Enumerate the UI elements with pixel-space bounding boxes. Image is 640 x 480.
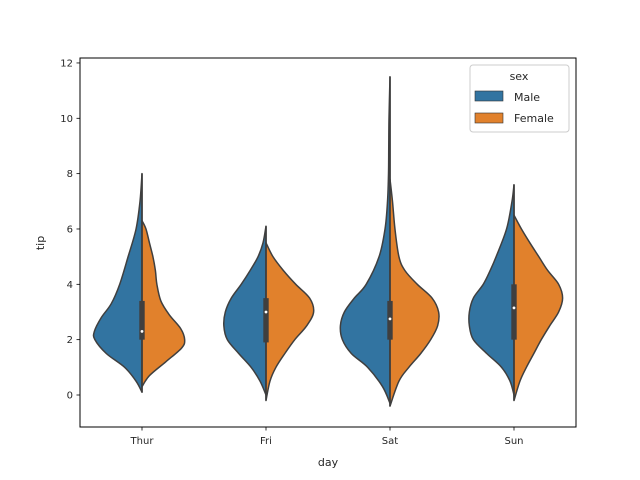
violin-female-fri	[265, 242, 315, 402]
y-axis: 0 2 4 6 8 10 12	[60, 58, 80, 402]
y-tick-label: 2	[67, 335, 73, 346]
legend-swatch-male	[474, 90, 504, 102]
x-tick-label: Thur	[130, 436, 155, 447]
violin-female-sun	[513, 214, 564, 402]
violin-male-thur	[92, 172, 143, 393]
y-tick-label: 4	[67, 280, 73, 291]
legend-title: sex	[510, 70, 529, 83]
violins-layer	[92, 76, 564, 407]
iqr-box-fri	[263, 298, 269, 343]
x-axis: Thur Fri Sat Sun	[130, 427, 524, 447]
inner-boxes-layer	[139, 76, 517, 407]
x-axis-label: day	[318, 456, 339, 469]
legend-label-female: Female	[514, 112, 554, 125]
legend-swatch-female	[474, 112, 504, 124]
y-tick-label: 10	[60, 114, 73, 125]
legend-label-male: Male	[514, 91, 540, 104]
x-tick-label: Fri	[260, 436, 272, 447]
iqr-box-thur	[139, 300, 145, 340]
x-tick-label: Sun	[504, 436, 523, 447]
legend: sex Male Female	[469, 64, 570, 133]
violin-male-fri	[223, 225, 267, 396]
y-tick-label: 8	[67, 169, 73, 180]
violin-female-thur	[141, 219, 186, 388]
y-tick-label: 0	[67, 391, 73, 402]
plot-frame	[79, 57, 577, 428]
y-tick-label: 12	[60, 58, 73, 69]
x-tick-label: Sat	[382, 436, 398, 447]
median-dot-sun	[512, 306, 516, 310]
violin-male-sat	[339, 76, 391, 405]
y-axis-label: tip	[34, 236, 47, 250]
y-tick-label: 6	[67, 224, 73, 235]
violin-female-sat	[389, 178, 440, 407]
median-dot-sat	[388, 317, 392, 321]
violin-male-sun	[468, 183, 515, 396]
median-dot-fri	[264, 310, 268, 314]
iqr-box-sun	[511, 284, 517, 340]
median-dot-thur	[140, 329, 144, 333]
